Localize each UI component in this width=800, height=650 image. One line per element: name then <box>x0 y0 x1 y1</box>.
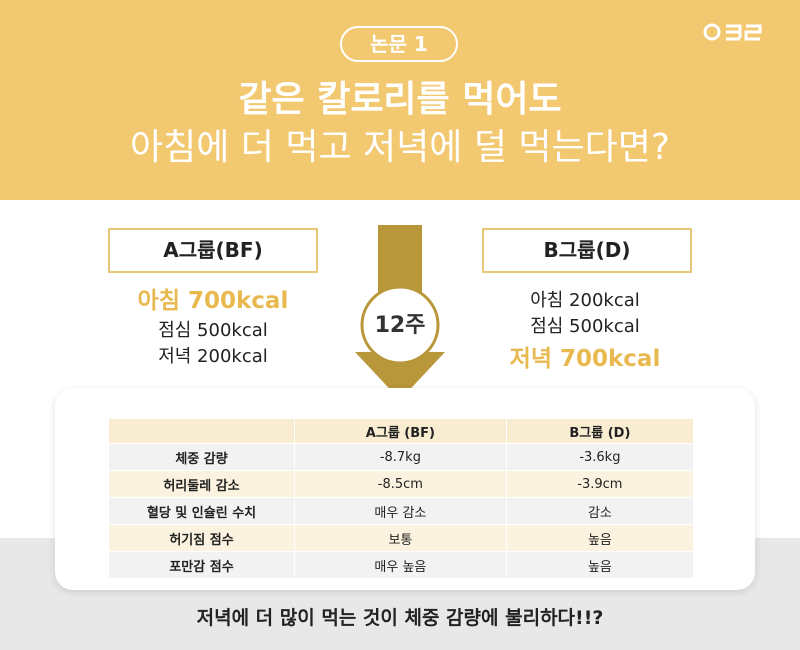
results-table: A그룹 (BF) B그룹 (D) 체중 감량 -8.7kg -3.6kg 허리둘레 감소 -… <box>108 418 695 579</box>
logo <box>703 23 762 41</box>
table-row: 체중 감량 -8.7kg -3.6kg <box>108 443 695 471</box>
meal: 저녁 200kcal <box>158 346 268 367</box>
meal: 점심 500kcal <box>530 316 640 337</box>
table-cell: 감소 <box>505 497 695 525</box>
meal: 아침 200kcal <box>530 290 640 311</box>
badge: 논문 1 <box>340 26 458 62</box>
row-label: 포만감 점수 <box>108 551 295 579</box>
table-cell: -8.5cm <box>294 470 507 498</box>
row-label: 혈당 및 인슐린 수치 <box>108 497 295 525</box>
meal: 저녁 700kcal <box>509 346 661 372</box>
header-band <box>0 0 800 200</box>
table-cell: 매우 높음 <box>294 551 507 579</box>
group-label: A그룹(BF) <box>108 228 318 273</box>
table-header-row: A그룹 (BF) B그룹 (D) <box>108 418 695 444</box>
row-label: 허리둘레 감소 <box>108 470 295 498</box>
duration: 12주 <box>374 313 426 338</box>
header-cell <box>108 418 295 444</box>
table-row: 허기짐 점수 보통 높음 <box>108 524 695 552</box>
subtitle: 아침에 더 먹고 저녁에 덜 먹는다면? <box>129 127 670 168</box>
table-cell: 매우 감소 <box>294 497 507 525</box>
table-row: 허리둘레 감소 -8.5cm -3.9cm <box>108 470 695 498</box>
row-label: 체중 감량 <box>108 443 295 471</box>
group-label: B그룹(D) <box>482 228 692 273</box>
table-cell: -3.9cm <box>505 470 695 498</box>
table-cell: -3.6kg <box>505 443 695 471</box>
row-label: 허기짐 점수 <box>108 524 295 552</box>
header-cell: B그룹 (D) <box>505 418 695 444</box>
title: 같은 칼로리를 먹어도 <box>238 79 562 120</box>
table-row: 혈당 및 인슐린 수치 매우 감소 감소 <box>108 497 695 525</box>
arrow <box>355 225 445 400</box>
meal: 점심 500kcal <box>158 320 268 341</box>
header-cell: A그룹 (BF) <box>294 418 507 444</box>
table-cell: 높음 <box>505 551 695 579</box>
table-cell: -8.7kg <box>294 443 507 471</box>
table-cell: 높음 <box>505 524 695 552</box>
table-cell: 보통 <box>294 524 507 552</box>
footer: 저녁에 더 많이 먹는 것이 체중 감량에 불리하다!!? <box>196 607 604 629</box>
table-row: 포만감 점수 매우 높음 높음 <box>108 551 695 579</box>
meal: 아침 700kcal <box>137 288 289 314</box>
